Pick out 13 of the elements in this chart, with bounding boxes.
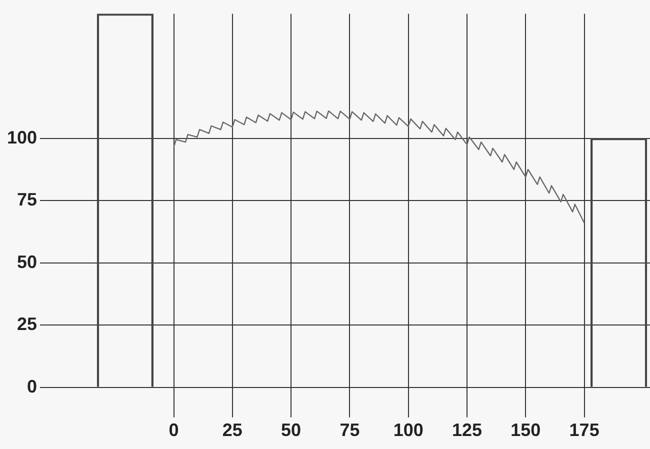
x-tick-label: 125: [452, 420, 482, 440]
x-tick-label: 100: [393, 420, 424, 440]
x-tick-label: 25: [222, 420, 242, 440]
x-tick-label: 175: [569, 420, 600, 440]
y-tick-label: 50: [17, 252, 38, 272]
y-tick-label: 75: [17, 190, 38, 210]
x-tick-label: 0: [168, 420, 179, 440]
x-tick-label: 75: [340, 420, 360, 440]
x-tick-label: 50: [281, 420, 302, 440]
y-tick-label: 25: [17, 314, 38, 334]
x-tick-label: 150: [510, 420, 541, 440]
y-tick-label: 100: [6, 127, 38, 148]
y-tick-label: 0: [27, 376, 38, 396]
